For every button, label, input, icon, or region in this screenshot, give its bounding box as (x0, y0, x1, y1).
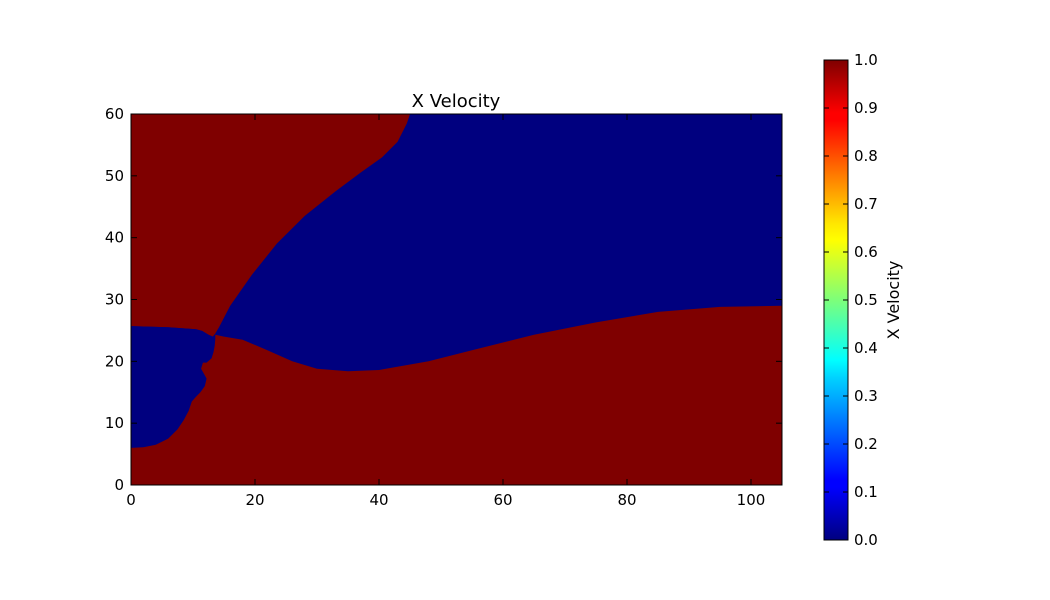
colorbar-tick-label: 0.1 (854, 483, 878, 501)
colorbar-tick-label: 0.9 (854, 99, 878, 117)
y-tick-label: 30 (105, 291, 124, 309)
colorbar-tick-label: 0.7 (854, 195, 878, 213)
x-tick-label: 60 (493, 491, 512, 509)
colorbar-tick-label: 0.0 (854, 531, 878, 549)
y-tick-label: 50 (105, 167, 124, 185)
colorbar-tick-label: 0.4 (854, 339, 878, 357)
region-1 (131, 114, 410, 337)
region-3 (131, 305, 782, 485)
chart-title: X Velocity (412, 91, 501, 112)
colorbar-label: X Velocity (884, 261, 903, 340)
colorbar-tick-label: 0.2 (854, 435, 878, 453)
colorbar-tick-label: 0.6 (854, 243, 878, 261)
colorbar-ticks: 0.0 0.1 0.2 0.3 0.4 0.5 0.6 0.7 0.8 0.9 1.0 (824, 51, 878, 549)
y-tick-label: 0 (114, 476, 124, 494)
x-tick-label: 40 (369, 491, 388, 509)
y-tick-label: 10 (105, 414, 124, 432)
x-tick-label: 0 (126, 491, 136, 509)
y-axis: 0 10 20 30 40 50 60 (105, 105, 782, 494)
x-axis: 0 20 40 60 80 100 (126, 114, 765, 509)
x-tick-label: 20 (245, 491, 264, 509)
plot-area: 0 20 40 60 80 100 0 10 20 30 40 50 60 (105, 105, 783, 509)
y-tick-label: 40 (105, 229, 124, 247)
colorbar-tick-label: 1.0 (854, 51, 878, 69)
colorbar-tick-label: 0.3 (854, 387, 878, 405)
x-tick-label: 100 (737, 491, 766, 509)
x-tick-label: 80 (617, 491, 636, 509)
colorbar: 0.0 0.1 0.2 0.3 0.4 0.5 0.6 0.7 0.8 0.9 1.0 X Velo… (823, 51, 903, 549)
colorbar-tick-label: 0.5 (854, 291, 878, 309)
colorbar-tick-label: 0.8 (854, 147, 878, 165)
y-tick-label: 60 (105, 105, 124, 123)
y-tick-label: 20 (105, 352, 124, 370)
region-2 (131, 326, 216, 448)
